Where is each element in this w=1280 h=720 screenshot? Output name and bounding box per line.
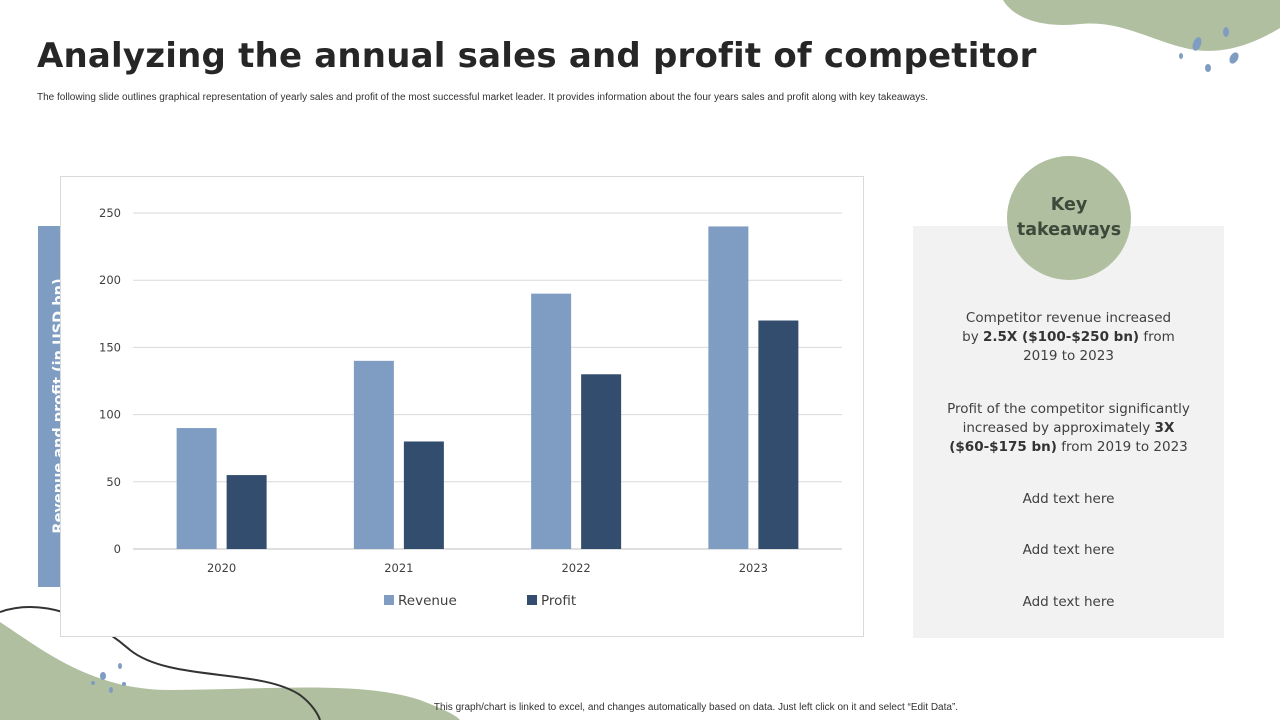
paint-dot [1179, 53, 1183, 59]
paint-dot [122, 682, 126, 686]
page-title: Analyzing the annual sales and profit of… [37, 36, 1037, 76]
legend-swatch-profit [527, 595, 537, 605]
takeaway-highlight: 3X [1154, 420, 1175, 436]
revenue-bar [353, 360, 394, 549]
paint-dot [109, 687, 113, 693]
paint-dot [100, 672, 106, 680]
legend-label-revenue: Revenue [398, 593, 457, 609]
legend-label-profit: Profit [541, 593, 576, 609]
revenue-bar [531, 293, 572, 549]
takeaway-text: Profit of the competitor significantly [947, 401, 1190, 417]
paint-dot [1229, 52, 1239, 64]
footer-note: This graph/chart is linked to excel, and… [433, 702, 959, 713]
takeaway-revenue: Competitor revenue increased by 2.5X ($1… [913, 309, 1224, 366]
y-tick-label: 100 [99, 408, 121, 422]
y-tick-label: 50 [106, 475, 121, 489]
key-takeaways-panel [913, 226, 1224, 638]
chart-frame[interactable]: 0 50 100 150 200 250 2020 2021 2022 2023 Revenue Pr… [60, 176, 864, 637]
takeaway-text: from [1143, 329, 1175, 345]
y-tick-label: 250 [99, 206, 121, 220]
paint-dot [91, 681, 95, 685]
paint-dot [118, 663, 122, 669]
profit-bar [758, 320, 799, 549]
y-tick-label: 0 [114, 542, 121, 556]
revenue-bar [176, 428, 217, 549]
takeaway-text: Competitor revenue increased [965, 310, 1172, 326]
y-tick-label: 200 [99, 273, 121, 287]
takeaway-text: by [962, 329, 979, 345]
takeaway-placeholder-1[interactable]: Add text here [1022, 491, 1115, 507]
takeaway-profit: Profit of the competitor significantly i… [913, 400, 1224, 457]
takeaway-highlight: ($60-$175 bn) [949, 439, 1057, 455]
paint-dot [1192, 37, 1202, 51]
profit-bar [403, 441, 444, 549]
x-tick-label: 2023 [739, 561, 768, 575]
bar-chart: 0 50 100 150 200 250 2020 2021 2022 2023 Revenue Pr… [99, 206, 842, 609]
takeaway-text-line: by 2.5X ($100-$250 bn) from [913, 328, 1224, 347]
x-tick-label: 2022 [561, 561, 590, 575]
legend-swatch-revenue [384, 595, 394, 605]
page-subtitle: The following slide outlines graphical r… [37, 92, 929, 103]
x-tick-label: 2021 [384, 561, 413, 575]
takeaway-text-line: ($60-$175 bn) from 2019 to 2023 [913, 438, 1224, 457]
paint-dot [1205, 64, 1211, 72]
profit-bar [226, 475, 267, 549]
paint-dot [1223, 27, 1229, 37]
takeaway-text: 2019 to 2023 [1023, 348, 1114, 364]
y-tick-label: 150 [99, 340, 121, 354]
profit-bar [581, 374, 622, 549]
takeaway-text-line: increased by approximately 3X [913, 419, 1224, 438]
takeaway-text: from 2019 to 2023 [1061, 439, 1188, 455]
revenue-bar [708, 226, 749, 549]
takeaway-highlight: 2.5X ($100-$250 bn) [983, 329, 1140, 345]
x-tick-label: 2020 [207, 561, 236, 575]
key-takeaways-title: Key takeaways [1016, 195, 1122, 240]
key-takeaways-badge: Key takeaways [1007, 156, 1131, 280]
takeaway-placeholder-3[interactable]: Add text here [1022, 594, 1115, 610]
top-right-blob [1003, 0, 1280, 51]
takeaway-text: increased by approximately [962, 420, 1151, 436]
takeaway-placeholder-2[interactable]: Add text here [1022, 542, 1115, 558]
